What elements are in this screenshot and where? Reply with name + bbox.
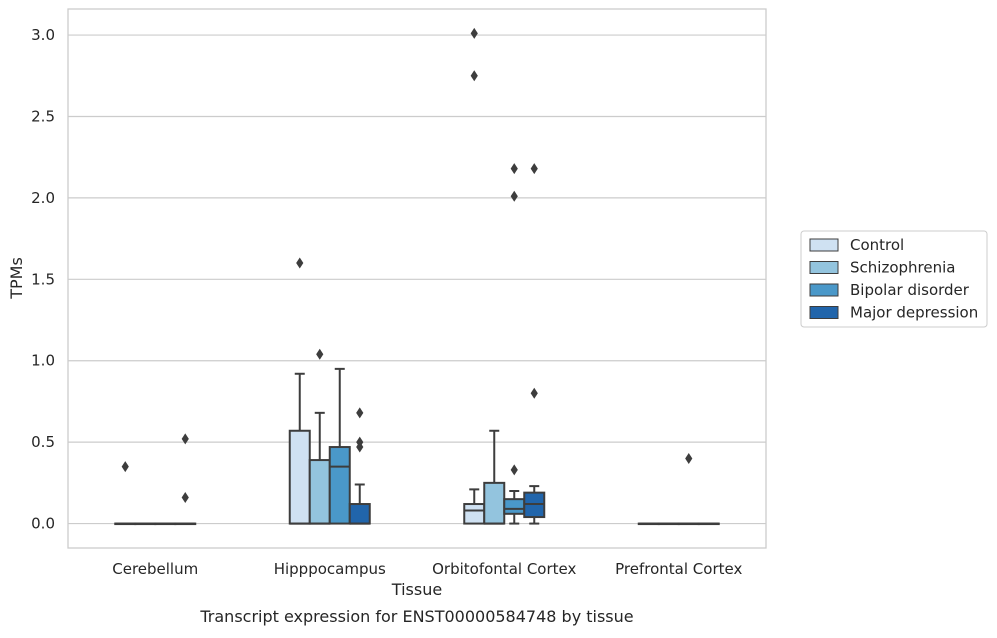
legend-frame xyxy=(800,230,988,328)
outlier-point xyxy=(510,464,518,476)
legend-swatch xyxy=(809,283,839,297)
outlier-point xyxy=(530,387,538,399)
outlier-point xyxy=(356,407,364,419)
box-group xyxy=(523,485,546,525)
legend-label: Major depression xyxy=(850,304,978,322)
legend-label: Bipolar disorder xyxy=(850,281,970,299)
x-tick-labels: Cerebellum Hipppocampus Orbitofontal Corte… xyxy=(112,560,742,578)
box-group xyxy=(328,367,351,525)
outlier-point xyxy=(470,27,478,39)
y-axis-title: TPMs xyxy=(7,257,26,300)
y-tick-label: 1.5 xyxy=(31,270,55,288)
box-group xyxy=(114,522,137,526)
box-group xyxy=(503,490,526,525)
outlier-point xyxy=(510,190,518,202)
x-tick-label: Cerebellum xyxy=(112,560,198,578)
y-tick-label: 0.0 xyxy=(31,515,55,533)
box xyxy=(348,503,371,525)
outlier-point xyxy=(470,70,478,82)
box-group xyxy=(463,488,486,525)
outlier-point xyxy=(530,163,538,175)
outlier-point xyxy=(181,433,189,445)
outliers xyxy=(121,27,693,504)
chart-caption: Transcript expression for ENST0000058474… xyxy=(199,607,633,626)
box xyxy=(288,429,311,525)
legend-swatch xyxy=(809,261,839,274)
box-group xyxy=(154,522,177,526)
y-tick-label: 3.0 xyxy=(31,26,55,44)
boxes xyxy=(114,367,720,526)
outlier-point xyxy=(510,163,518,175)
outlier-point xyxy=(685,452,693,464)
box xyxy=(483,481,506,525)
legend-label: Schizophrenia xyxy=(850,259,955,277)
outlier-point xyxy=(316,348,324,360)
gridlines xyxy=(68,34,766,525)
x-tick-label: Hipppocampus xyxy=(274,560,386,578)
outlier-point xyxy=(181,492,189,504)
box-group xyxy=(308,411,331,525)
box-group xyxy=(288,372,311,525)
box xyxy=(503,498,526,515)
y-tick-label: 2.5 xyxy=(31,107,55,125)
box xyxy=(328,446,351,525)
box-group xyxy=(657,522,680,526)
x-tick-label: Prefrontal Cortex xyxy=(615,560,742,578)
y-tick-label: 2.0 xyxy=(31,189,55,207)
box xyxy=(463,503,486,525)
y-tick-label: 1.0 xyxy=(31,352,55,370)
box-group xyxy=(677,522,700,526)
box-group xyxy=(174,522,197,526)
x-axis-title: Tissue xyxy=(391,580,442,599)
outlier-point xyxy=(121,461,129,473)
outlier-point xyxy=(356,436,364,448)
plot-frame xyxy=(67,8,767,549)
box-group xyxy=(697,522,720,526)
legend-swatch xyxy=(809,306,839,319)
legend: Control Schizophrenia Bipolar disorder Majo… xyxy=(800,230,988,328)
x-tick-label: Orbitofontal Cortex xyxy=(432,560,576,578)
y-tick-label: 0.5 xyxy=(31,433,55,451)
legend-swatch xyxy=(809,238,839,252)
box-group xyxy=(134,522,157,526)
outlier-point xyxy=(296,257,304,269)
box-group xyxy=(637,522,660,526)
box-group xyxy=(483,429,506,525)
legend-label: Control xyxy=(850,236,904,254)
box xyxy=(308,459,331,525)
y-tick-labels: 0.0 0.5 1.0 1.5 2.0 2.5 3.0 xyxy=(31,26,55,533)
box-group xyxy=(348,483,371,525)
